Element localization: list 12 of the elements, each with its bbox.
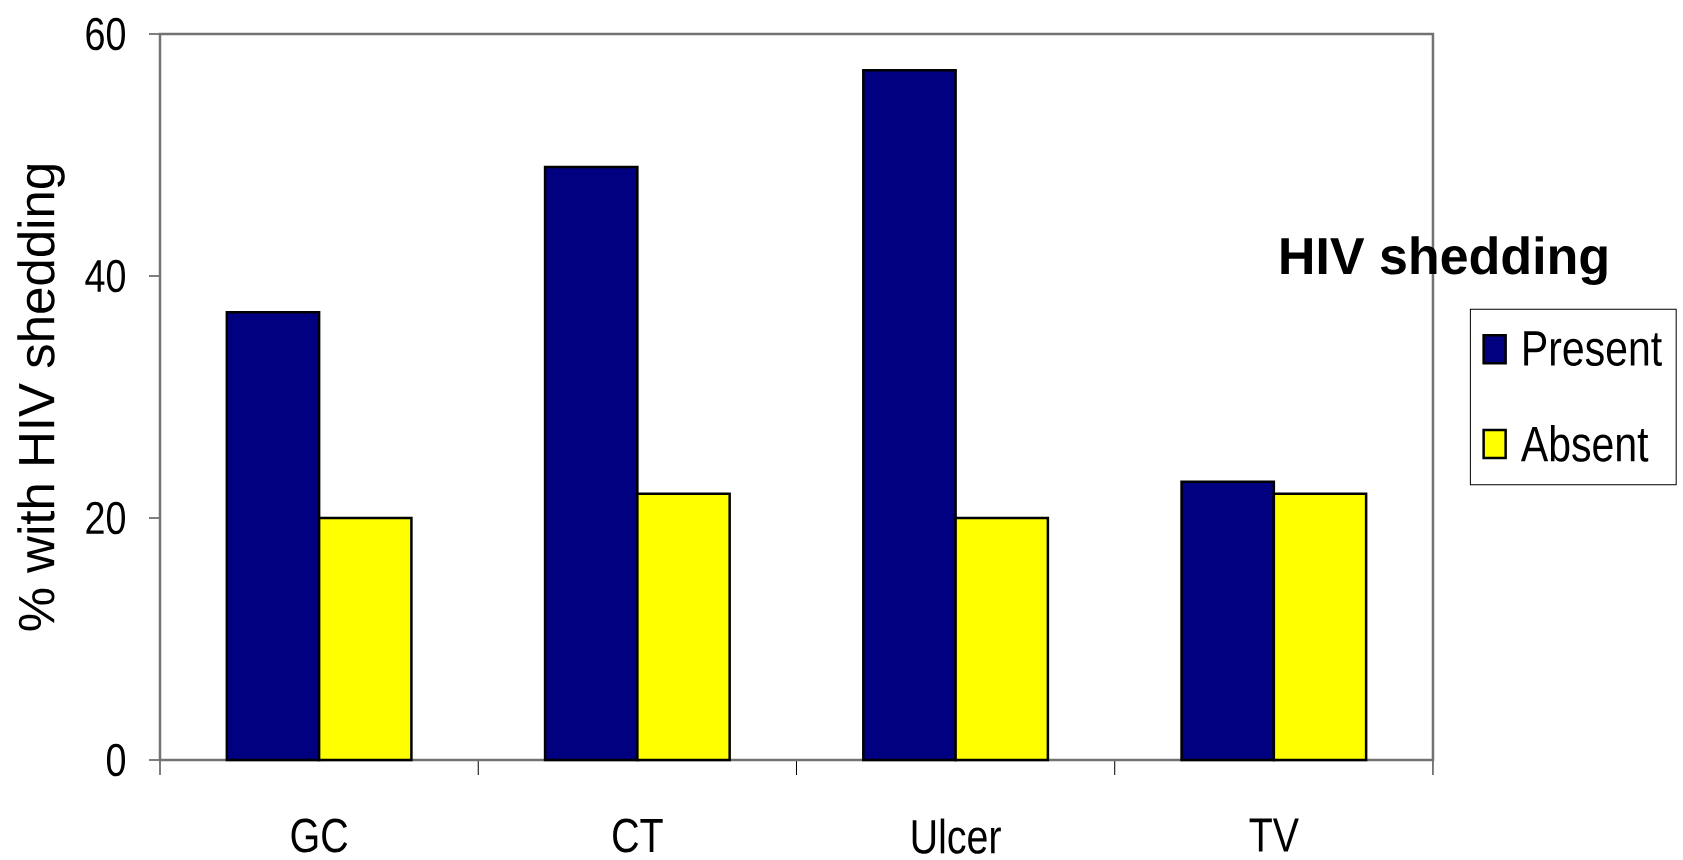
x-tick-label: CT (613, 818, 663, 853)
x-tick-label: Ulcer (912, 818, 1001, 854)
y-tick-label: 20 (86, 501, 125, 535)
legend-label: Absent (1520, 425, 1649, 462)
legend-label: Present (1524, 331, 1662, 367)
legend-title: HIV shedding (1281, 236, 1607, 286)
y-tick-label: 0 (106, 743, 125, 777)
y-axis-title: % with HIV shedding (17, 165, 65, 631)
y-tick-label: 40 (85, 259, 125, 293)
y-tick-label: 60 (86, 17, 125, 51)
x-tick-label: TV (1249, 818, 1299, 852)
x-tick-label: GC (291, 818, 348, 853)
